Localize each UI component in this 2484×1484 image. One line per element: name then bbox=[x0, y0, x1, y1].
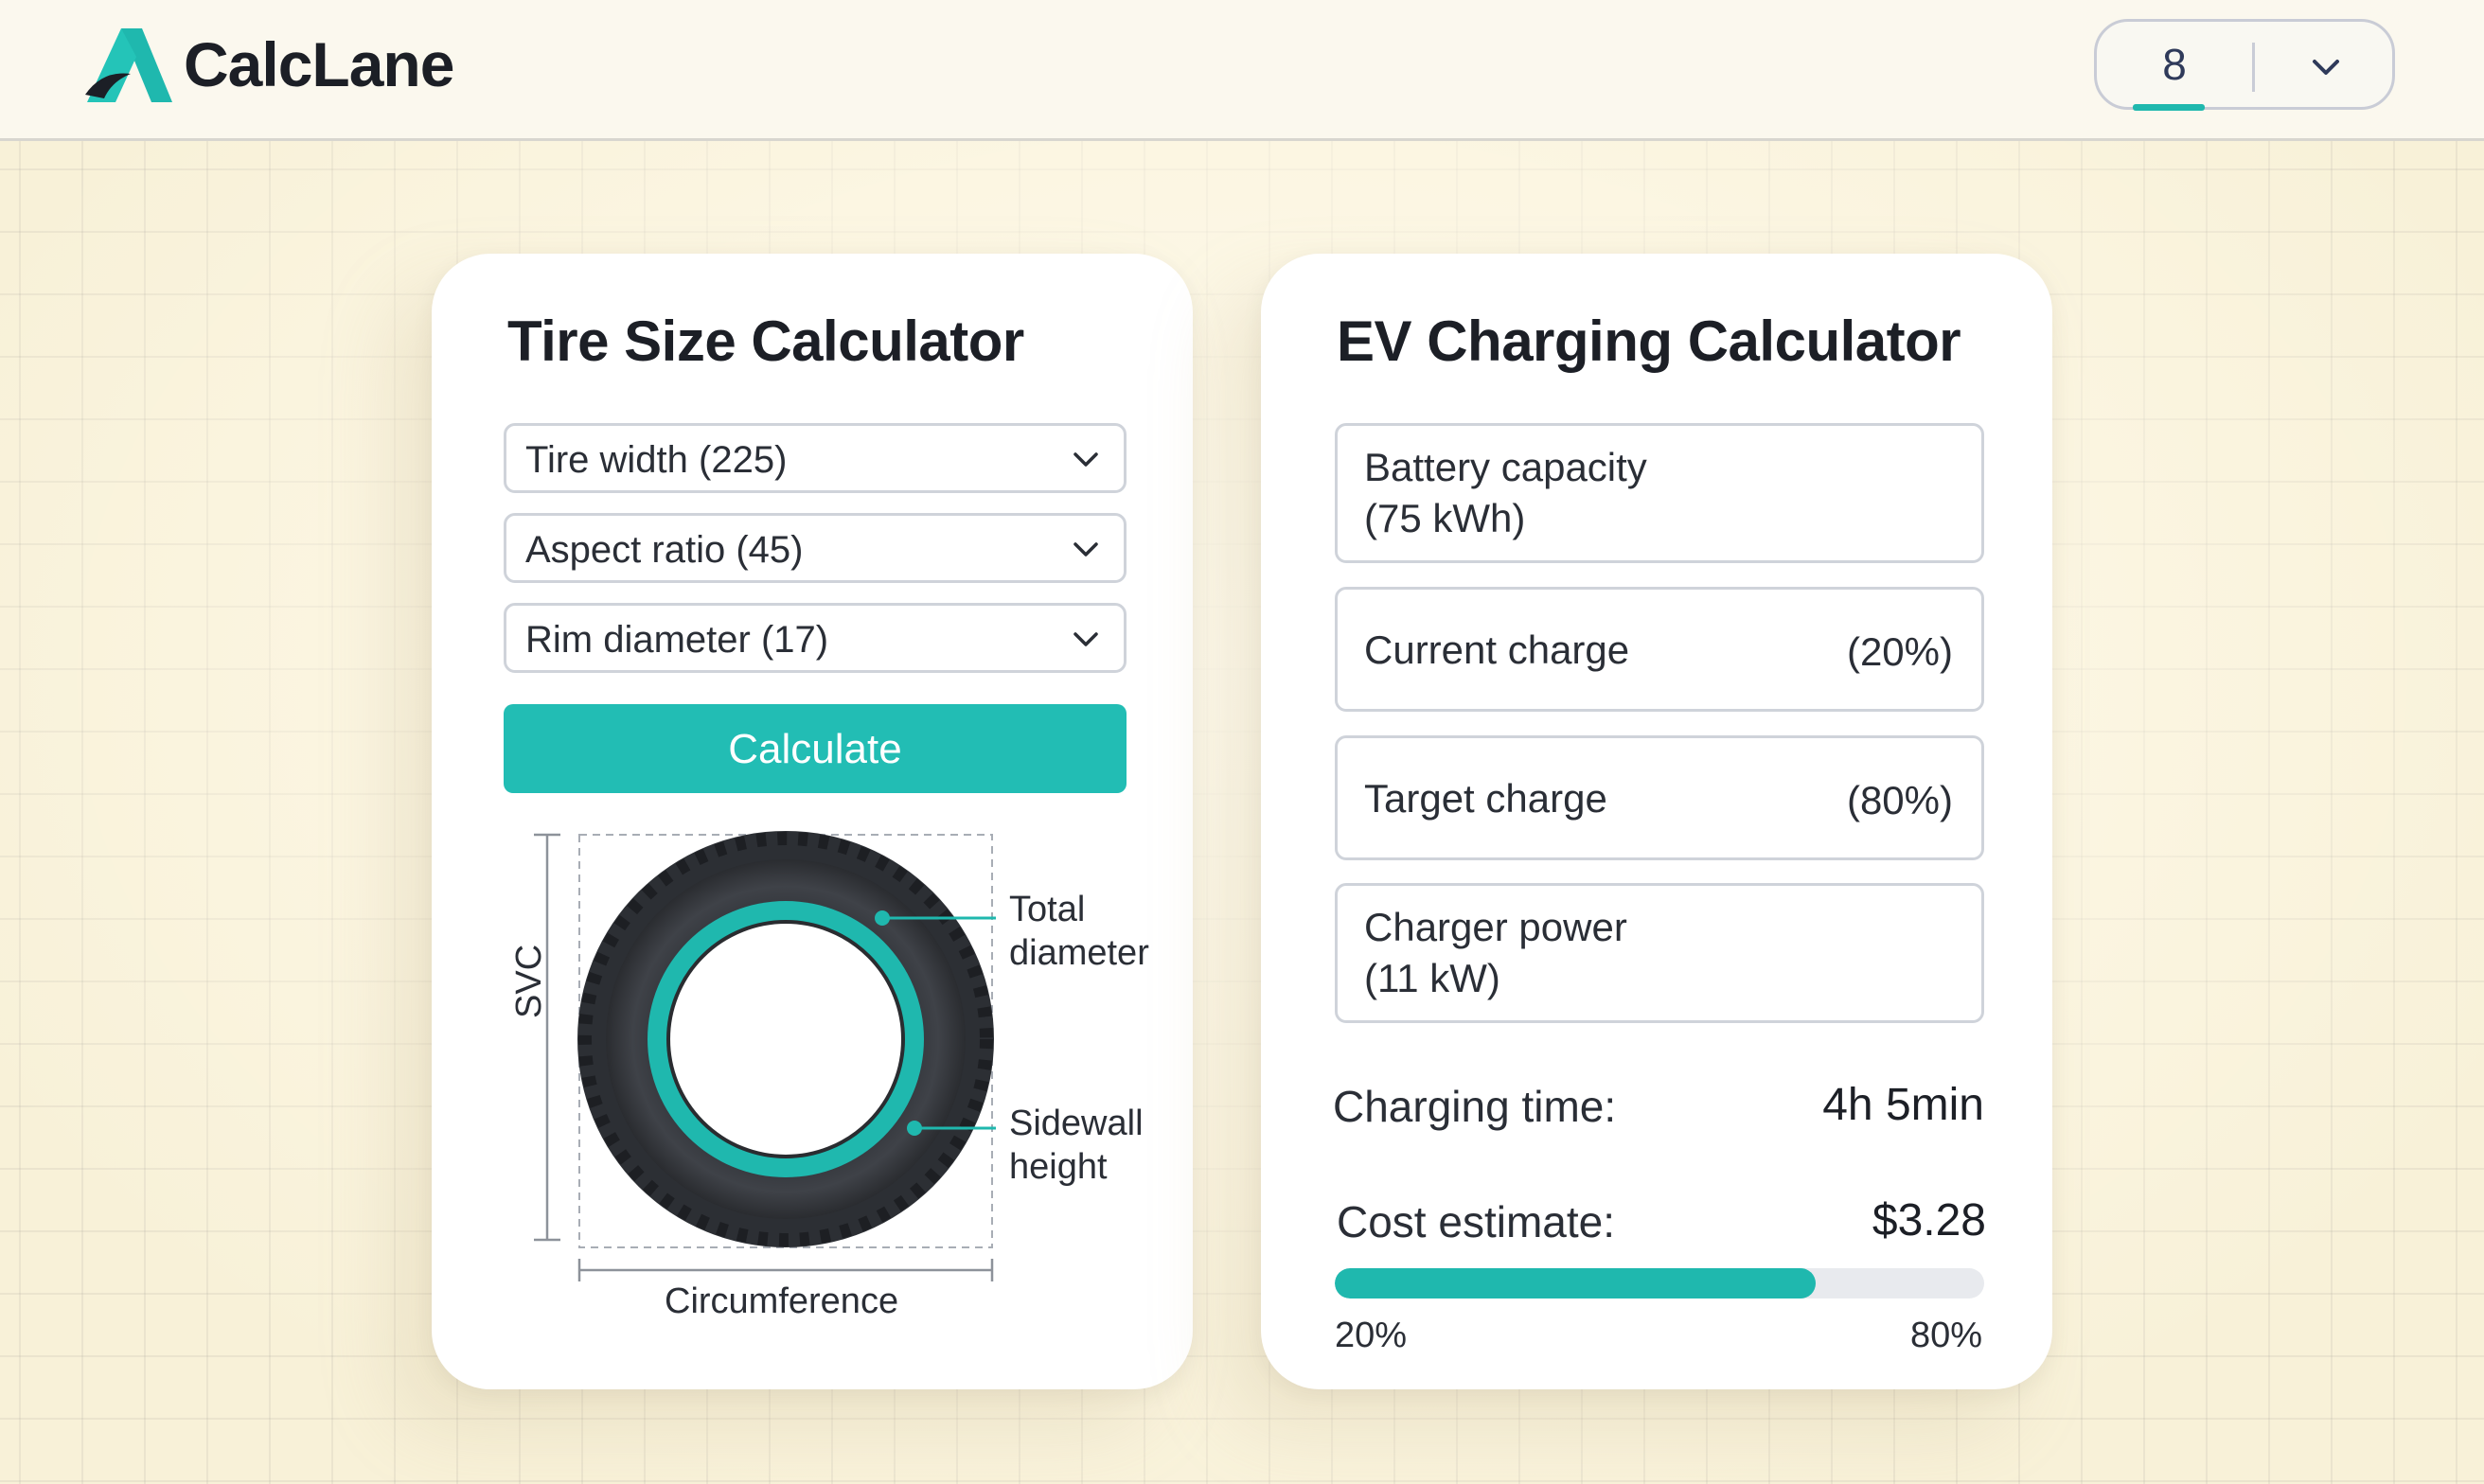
tire-tread bbox=[578, 832, 993, 1246]
charger-power-field[interactable]: Charger power (11 kW) bbox=[1335, 883, 1984, 1023]
current-charge-value: (20%) bbox=[1846, 629, 1953, 674]
page-underline bbox=[2133, 104, 2205, 111]
total-diameter-label: Total diameter bbox=[1009, 888, 1149, 975]
chevron-down-icon[interactable] bbox=[2307, 50, 2345, 84]
charging-time-value: 4h 5min bbox=[1822, 1080, 1984, 1130]
aspect-ratio-label: Aspect ratio (45) bbox=[525, 529, 804, 571]
target-charge-field[interactable]: Target charge (80%) bbox=[1335, 735, 1984, 860]
page-number[interactable]: 8 bbox=[2162, 40, 2187, 89]
vertical-dimension-label: SVC bbox=[509, 944, 549, 1018]
current-charge-label: Current charge bbox=[1364, 627, 1630, 672]
rim-diameter-label: Rim diameter (17) bbox=[525, 619, 829, 661]
target-charge-value: (80%) bbox=[1846, 778, 1953, 822]
page-selector[interactable]: 8 bbox=[2094, 19, 2395, 111]
aspect-ratio-select[interactable]: Aspect ratio (45) bbox=[504, 513, 1127, 583]
sidewall-line2: height bbox=[1009, 1147, 1108, 1187]
chevron-down-icon bbox=[1073, 542, 1098, 556]
chevron-down-icon bbox=[1073, 452, 1098, 467]
cost-estimate-value: $3.28 bbox=[1872, 1195, 1986, 1246]
rim-center bbox=[666, 920, 905, 1158]
tire-width-select[interactable]: Tire width (225) bbox=[504, 423, 1127, 493]
charge-progress-fill bbox=[1335, 1268, 1816, 1298]
app-header: CalcLane 8 bbox=[0, 0, 2484, 141]
brand-name: CalcLane bbox=[184, 29, 454, 99]
target-charge-label: Target charge bbox=[1364, 776, 1607, 821]
rim-diameter-select[interactable]: Rim diameter (17) bbox=[504, 603, 1127, 673]
charging-time-label: Charging time: bbox=[1333, 1082, 1617, 1131]
ev-calculator-title: EV Charging Calculator bbox=[1337, 309, 1961, 373]
calclane-logo-icon bbox=[85, 28, 172, 102]
current-charge-field[interactable]: Current charge (20%) bbox=[1335, 587, 1984, 712]
tire-diagram bbox=[534, 831, 996, 1281]
tire-calculator-title: Tire Size Calculator bbox=[507, 309, 1024, 373]
battery-capacity-value: (75 kWh) bbox=[1364, 496, 1526, 540]
chevron-down-icon bbox=[1073, 632, 1098, 646]
total-diameter-line1: Total bbox=[1009, 890, 1086, 929]
battery-capacity-label: Battery capacity bbox=[1364, 445, 1647, 489]
sidewall-height-label: Sidewall height bbox=[1009, 1102, 1144, 1189]
charger-power-label: Charger power bbox=[1364, 905, 1627, 949]
calculate-button[interactable]: Calculate bbox=[504, 704, 1127, 793]
progress-start-label: 20% bbox=[1335, 1316, 1408, 1355]
tire-width-label: Tire width (225) bbox=[525, 439, 788, 481]
charger-power-value: (11 kW) bbox=[1364, 956, 1500, 1000]
charge-progress-bar bbox=[1335, 1268, 1984, 1298]
total-diameter-line2: diameter bbox=[1009, 933, 1149, 973]
sidewall-line1: Sidewall bbox=[1009, 1104, 1144, 1143]
divider bbox=[2252, 43, 2255, 92]
progress-end-label: 80% bbox=[1910, 1316, 1983, 1355]
circumference-label: Circumference bbox=[665, 1281, 899, 1321]
battery-capacity-field[interactable]: Battery capacity (75 kWh) bbox=[1335, 423, 1984, 563]
background-glow bbox=[0, 140, 2484, 1484]
cost-estimate-label: Cost estimate: bbox=[1337, 1197, 1615, 1246]
